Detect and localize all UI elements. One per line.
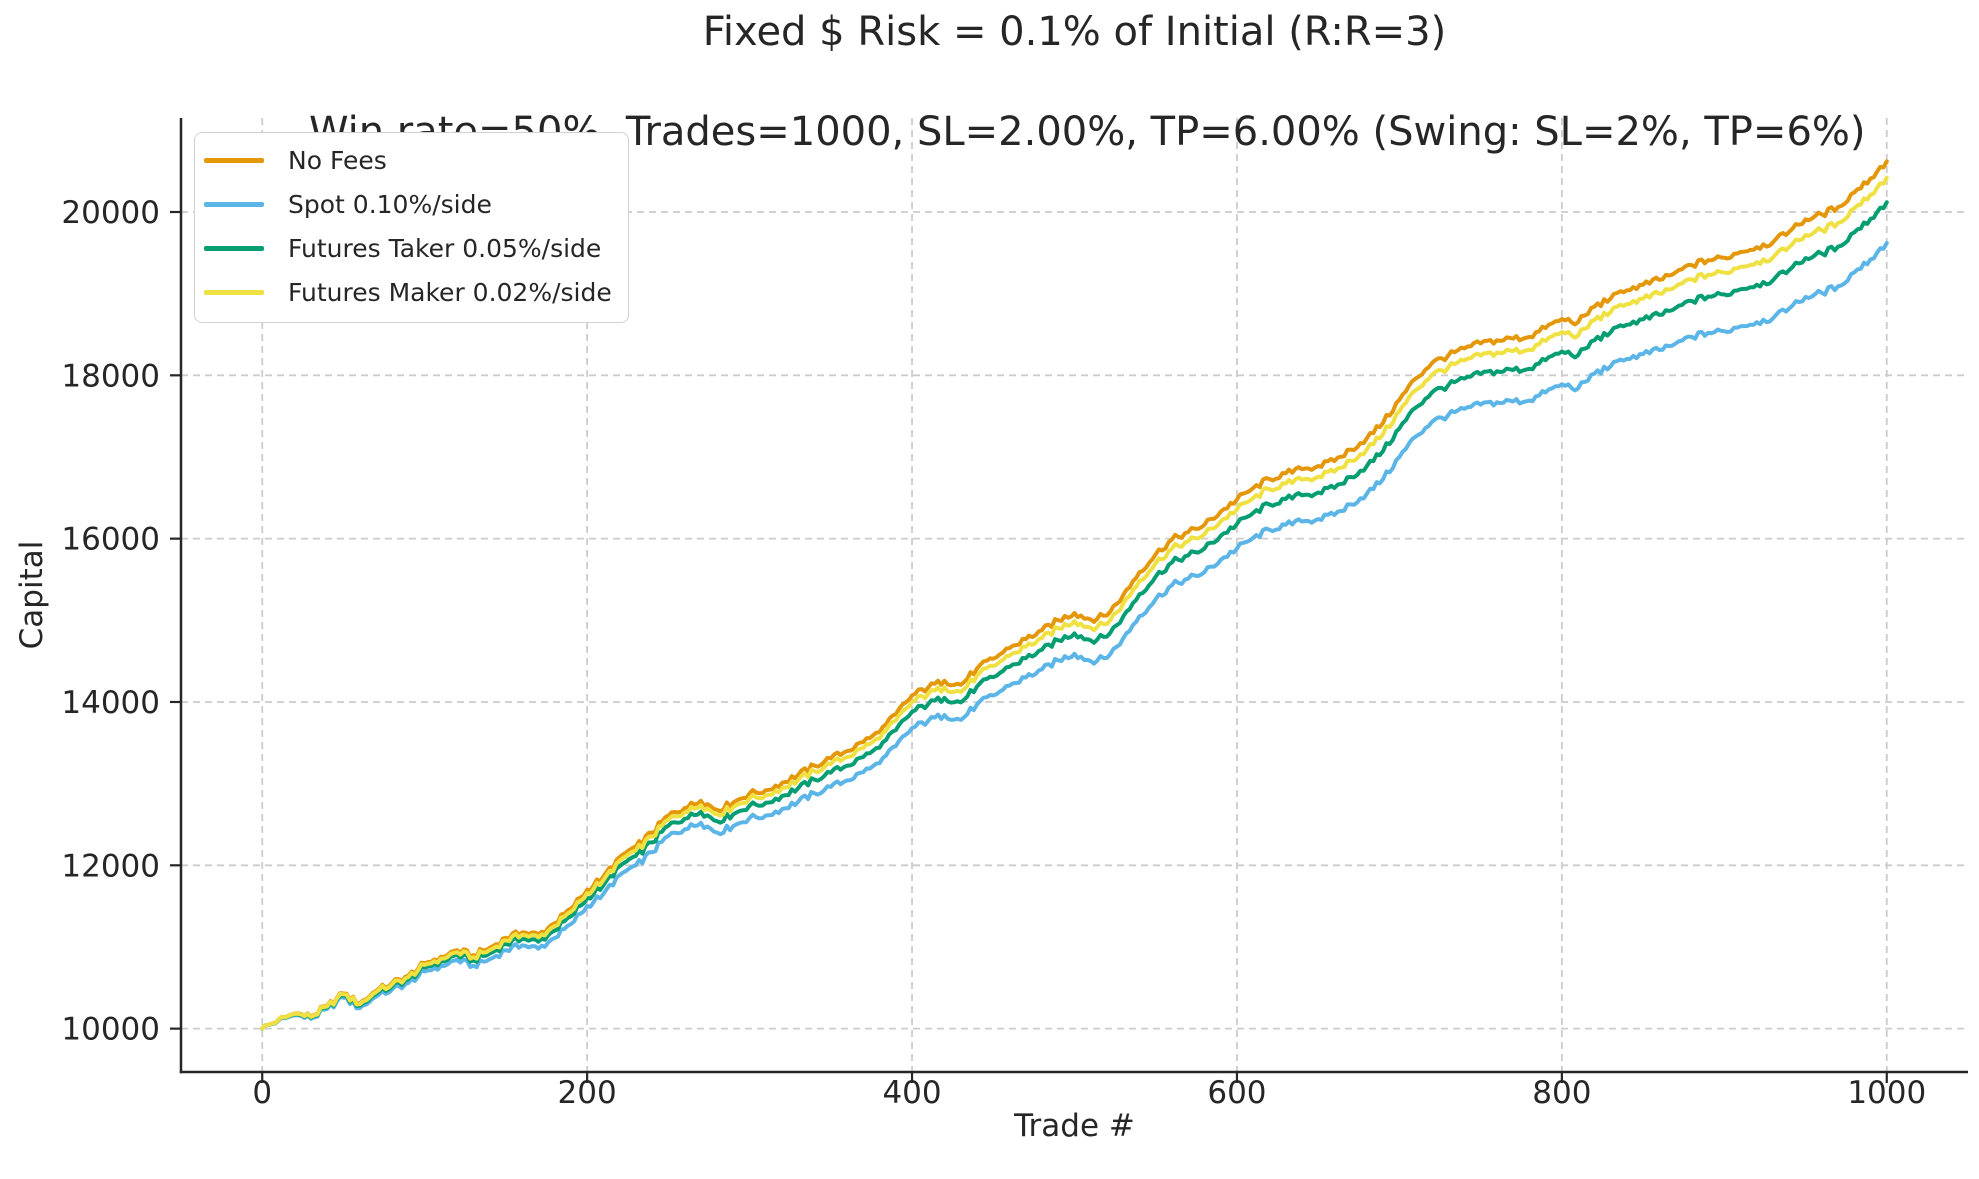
y-tick-label: 12000	[61, 848, 160, 884]
x-tick-label: 600	[1207, 1075, 1266, 1111]
y-tick-label: 10000	[61, 1012, 160, 1048]
y-tick-label: 20000	[61, 195, 160, 231]
legend-item-spot-0-10-side: Spot 0.10%/side	[204, 189, 612, 220]
legend-line-sample-futures-maker-0-02-side	[204, 290, 264, 295]
legend: No Fees Spot 0.10%/side Futures Taker 0.05…	[194, 132, 629, 323]
legend-line-sample-spot-0-10-side	[204, 202, 264, 207]
series-line-futures-taker-0-05-side	[260, 200, 1889, 1031]
series-line-spot-0-10-side	[260, 241, 1889, 1031]
legend-item-futures-maker-0-02-side: Futures Maker 0.02%/side	[204, 277, 612, 308]
chart-title-line1: Fixed $ Risk = 0.1% of Initial (R:R=3)	[702, 9, 1447, 55]
legend-item-no-fees: No Fees	[204, 145, 612, 176]
series-line-futures-maker-0-02-side	[260, 175, 1889, 1031]
legend-label: Futures Maker 0.02%/side	[288, 278, 612, 307]
chart-title: Fixed $ Risk = 0.1% of Initial (R:R=3) W…	[181, 7, 1968, 157]
legend-label: Spot 0.10%/side	[288, 190, 492, 219]
legend-label: No Fees	[288, 146, 387, 175]
y-tick-label: 16000	[61, 522, 160, 558]
y-axis-label: Capital	[14, 540, 50, 650]
x-tick-label: 0	[252, 1075, 272, 1111]
x-axis-label: Trade #	[1014, 1108, 1135, 1144]
x-tick-label: 800	[1532, 1075, 1591, 1111]
y-tick-label: 18000	[61, 358, 160, 394]
series-line-no-fees	[260, 159, 1889, 1031]
x-tick-label: 1000	[1847, 1075, 1926, 1111]
legend-line-sample-futures-taker-0-05-side	[204, 246, 264, 251]
x-tick-label: 400	[882, 1075, 941, 1111]
x-tick-label: 200	[558, 1075, 617, 1111]
legend-item-futures-taker-0-05-side: Futures Taker 0.05%/side	[204, 233, 612, 264]
legend-line-sample-no-fees	[204, 158, 264, 163]
legend-label: Futures Taker 0.05%/side	[288, 234, 602, 263]
y-tick-label: 14000	[61, 685, 160, 721]
